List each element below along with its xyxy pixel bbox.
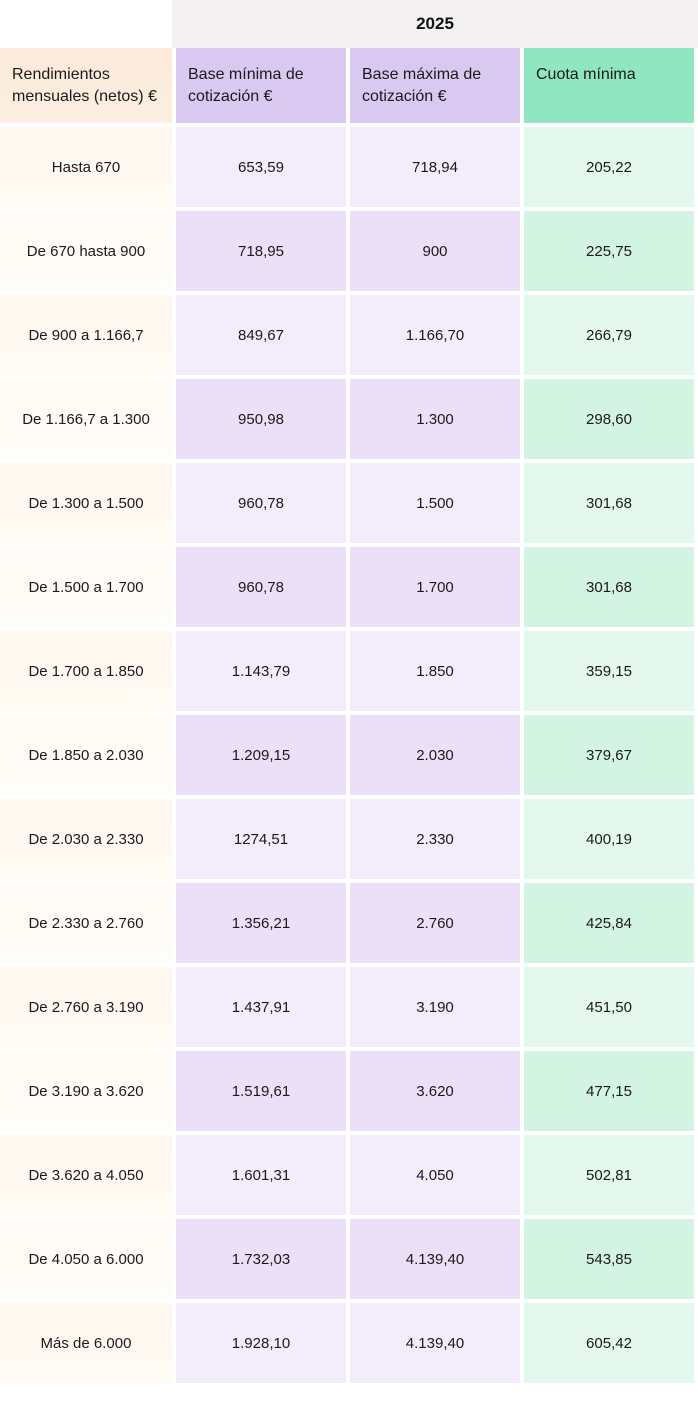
table-row: De 1.166,7 a 1.300950,981.300298,60	[0, 379, 698, 459]
row-value: 1.209,15	[176, 715, 346, 795]
row-value: 301,68	[524, 463, 694, 543]
row-value: 301,68	[524, 547, 694, 627]
row-value: 653,59	[176, 127, 346, 207]
row-label: Hasta 670	[0, 127, 172, 207]
row-label: De 670 hasta 900	[0, 211, 172, 291]
row-value: 225,75	[524, 211, 694, 291]
table-row: Más de 6.0001.928,104.139,40605,42	[0, 1303, 698, 1383]
table-row: Hasta 670653,59718,94205,22	[0, 127, 698, 207]
row-label: De 1.300 a 1.500	[0, 463, 172, 543]
row-value: 400,19	[524, 799, 694, 879]
row-value: 1274,51	[176, 799, 346, 879]
row-value: 4.139,40	[350, 1219, 520, 1299]
col-header-rendimientos: Rendimientos mensuales (netos) €	[0, 48, 172, 123]
row-value: 477,15	[524, 1051, 694, 1131]
row-label: Más de 6.000	[0, 1303, 172, 1383]
table-row: De 670 hasta 900718,95900225,75	[0, 211, 698, 291]
table-row: De 3.190 a 3.6201.519,613.620477,15	[0, 1051, 698, 1131]
table-row: De 1.300 a 1.500960,781.500301,68	[0, 463, 698, 543]
row-value: 4.050	[350, 1135, 520, 1215]
row-label: De 1.700 a 1.850	[0, 631, 172, 711]
row-value: 1.519,61	[176, 1051, 346, 1131]
row-value: 900	[350, 211, 520, 291]
table-row: De 3.620 a 4.0501.601,314.050502,81	[0, 1135, 698, 1215]
row-value: 1.437,91	[176, 967, 346, 1047]
row-value: 3.620	[350, 1051, 520, 1131]
row-value: 425,84	[524, 883, 694, 963]
row-value: 1.700	[350, 547, 520, 627]
row-value: 3.190	[350, 967, 520, 1047]
col-header-base-maxima: Base máxima de cotización €	[350, 48, 520, 123]
row-value: 1.850	[350, 631, 520, 711]
year-label: 2025	[172, 0, 698, 48]
year-header-row: 2025	[0, 0, 698, 48]
row-label: De 2.760 a 3.190	[0, 967, 172, 1047]
row-value: 950,98	[176, 379, 346, 459]
row-value: 543,85	[524, 1219, 694, 1299]
row-value: 502,81	[524, 1135, 694, 1215]
row-value: 205,22	[524, 127, 694, 207]
row-value: 2.030	[350, 715, 520, 795]
row-value: 1.356,21	[176, 883, 346, 963]
row-value: 451,50	[524, 967, 694, 1047]
row-value: 359,15	[524, 631, 694, 711]
row-label: De 3.620 a 4.050	[0, 1135, 172, 1215]
table-row: De 1.700 a 1.8501.143,791.850359,15	[0, 631, 698, 711]
row-value: 379,67	[524, 715, 694, 795]
contribution-table: 2025 Rendimientos mensuales (netos) € Ba…	[0, 0, 698, 1383]
row-value: 718,94	[350, 127, 520, 207]
row-value: 4.139,40	[350, 1303, 520, 1383]
table-row: De 900 a 1.166,7849,671.166,70266,79	[0, 295, 698, 375]
table-row: De 2.330 a 2.7601.356,212.760425,84	[0, 883, 698, 963]
row-value: 1.601,31	[176, 1135, 346, 1215]
row-label: De 4.050 a 6.000	[0, 1219, 172, 1299]
table-row: De 1.850 a 2.0301.209,152.030379,67	[0, 715, 698, 795]
row-label: De 1.500 a 1.700	[0, 547, 172, 627]
row-value: 298,60	[524, 379, 694, 459]
row-value: 1.732,03	[176, 1219, 346, 1299]
row-value: 2.760	[350, 883, 520, 963]
row-value: 1.143,79	[176, 631, 346, 711]
table-row: De 2.030 a 2.3301274,512.330400,19	[0, 799, 698, 879]
table-body: Hasta 670653,59718,94205,22De 670 hasta …	[0, 123, 698, 1383]
row-value: 849,67	[176, 295, 346, 375]
row-value: 2.330	[350, 799, 520, 879]
row-value: 960,78	[176, 547, 346, 627]
column-header-row: Rendimientos mensuales (netos) € Base mí…	[0, 48, 698, 123]
table-row: De 1.500 a 1.700960,781.700301,68	[0, 547, 698, 627]
row-value: 1.500	[350, 463, 520, 543]
row-value: 1.928,10	[176, 1303, 346, 1383]
blank-corner	[0, 0, 172, 48]
row-label: De 3.190 a 3.620	[0, 1051, 172, 1131]
row-label: De 2.330 a 2.760	[0, 883, 172, 963]
row-label: De 900 a 1.166,7	[0, 295, 172, 375]
row-value: 605,42	[524, 1303, 694, 1383]
row-value: 1.300	[350, 379, 520, 459]
row-label: De 2.030 a 2.330	[0, 799, 172, 879]
row-value: 960,78	[176, 463, 346, 543]
row-value: 718,95	[176, 211, 346, 291]
table-row: De 2.760 a 3.1901.437,913.190451,50	[0, 967, 698, 1047]
row-label: De 1.166,7 a 1.300	[0, 379, 172, 459]
row-value: 266,79	[524, 295, 694, 375]
col-header-base-minima: Base mínima de cotización €	[176, 48, 346, 123]
row-value: 1.166,70	[350, 295, 520, 375]
table-row: De 4.050 a 6.0001.732,034.139,40543,85	[0, 1219, 698, 1299]
col-header-cuota-minima: Cuota mínima	[524, 48, 694, 123]
row-label: De 1.850 a 2.030	[0, 715, 172, 795]
